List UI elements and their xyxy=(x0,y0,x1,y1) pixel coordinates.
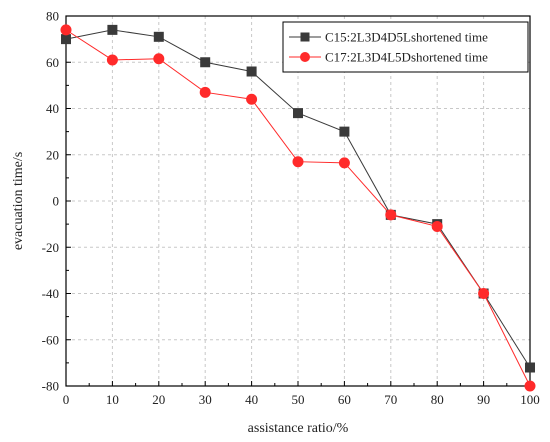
x-tick-label: 50 xyxy=(292,392,305,407)
data-point-circle xyxy=(292,156,304,168)
data-point-circle xyxy=(246,93,258,105)
data-point-square xyxy=(61,34,71,45)
x-axis-title: assistance ratio/% xyxy=(248,421,349,436)
data-point-circle xyxy=(106,54,118,66)
y-tick-label: 40 xyxy=(46,101,59,116)
y-tick-label: 80 xyxy=(46,9,59,24)
y-tick-label: 0 xyxy=(53,194,60,209)
axis-ticks: 0 10 20 30 40 50 60 70 80 90 100 -80 -60 -40 -20 0 20 40 6… xyxy=(42,9,540,408)
x-tick-label: 0 xyxy=(63,392,70,407)
y-tick-label: 60 xyxy=(46,55,59,70)
legend-label-series-1: C15:2L3D4D5Lshortened time xyxy=(325,30,488,45)
data-point-circle xyxy=(60,24,72,36)
data-point-square xyxy=(107,24,118,35)
y-tick-label: -80 xyxy=(42,379,59,394)
y-tick-label: -60 xyxy=(42,332,59,347)
data-point-circle xyxy=(524,380,536,392)
data-point-circle xyxy=(385,209,397,221)
legend-item-series-1: C15:2L3D4D5Lshortened time xyxy=(289,30,488,45)
data-point-square xyxy=(339,126,350,137)
y-axis-title: evacuation time/s xyxy=(11,152,26,250)
x-tick-label: 20 xyxy=(152,392,165,407)
x-tick-label: 30 xyxy=(199,392,212,407)
legend: C15:2L3D4D5Lshortened time C17:2L3D4L5Ds… xyxy=(282,21,529,73)
legend-square-marker xyxy=(300,32,310,42)
data-point-square xyxy=(525,362,535,373)
y-tick-label: -20 xyxy=(42,240,59,255)
data-point-square xyxy=(246,66,257,77)
data-point-circle xyxy=(153,53,165,65)
x-tick-label: 40 xyxy=(245,392,258,407)
legend-label-series-2: C17:2L3D4L5Dshortened time xyxy=(325,50,488,65)
data-point-square xyxy=(293,108,303,119)
y-tick-label: -40 xyxy=(42,286,59,301)
data-point-circle xyxy=(199,86,211,98)
x-tick-label: 80 xyxy=(431,392,444,407)
data-point-circle xyxy=(431,220,443,232)
data-point-circle xyxy=(478,288,490,299)
legend-circle-marker xyxy=(300,52,310,62)
y-tick-label: 20 xyxy=(46,147,59,162)
legend-box xyxy=(282,21,529,73)
x-tick-label: 60 xyxy=(338,392,351,407)
data-point-square xyxy=(200,57,211,68)
x-tick-label: 100 xyxy=(520,392,540,407)
x-tick-label: 70 xyxy=(384,392,397,407)
x-tick-label: 90 xyxy=(477,392,490,407)
legend-item-series-2: C17:2L3D4L5Dshortened time xyxy=(289,50,488,65)
series xyxy=(60,24,536,392)
x-tick-label: 10 xyxy=(106,392,119,407)
data-point-circle xyxy=(338,157,350,169)
data-point-square xyxy=(153,31,164,42)
